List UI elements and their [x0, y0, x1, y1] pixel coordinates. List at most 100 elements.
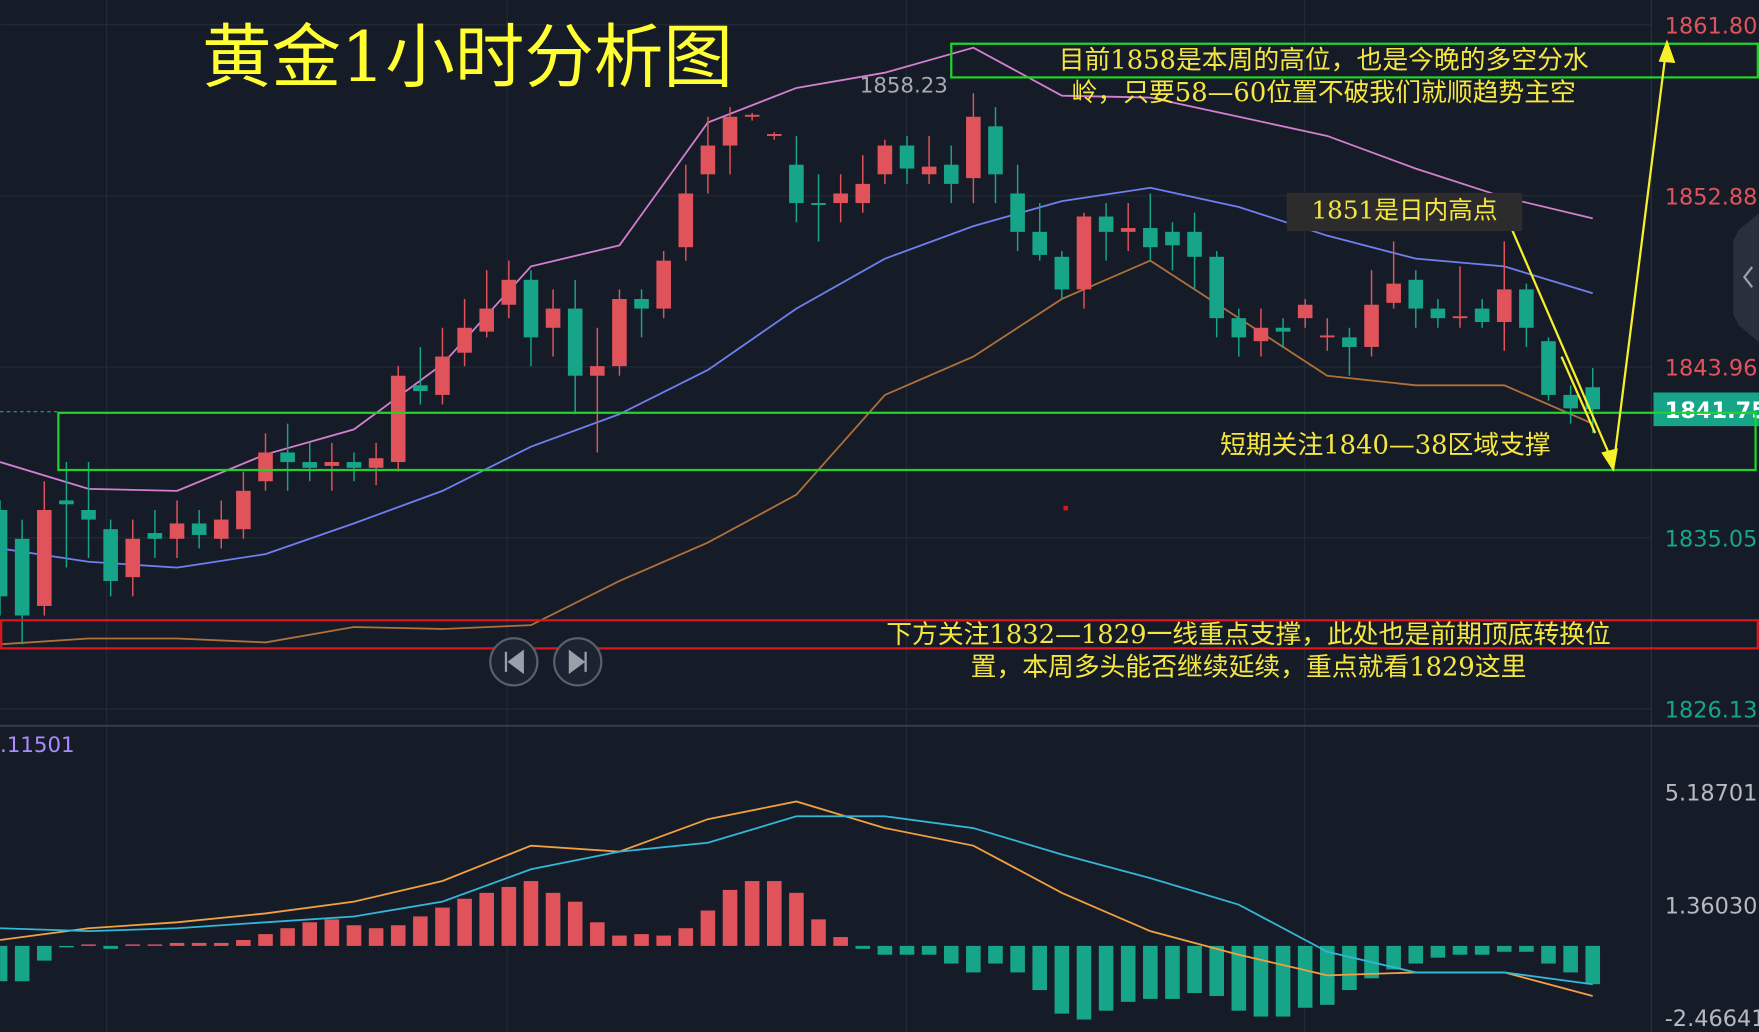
candle-body — [789, 164, 804, 204]
note-line: 置，本周多头能否继续延续，重点就看1829这里 — [971, 653, 1527, 683]
candle-body — [1364, 304, 1379, 347]
histogram-bar — [37, 945, 52, 961]
histogram-bar — [191, 942, 207, 946]
side-panel-toggle[interactable] — [1733, 213, 1759, 343]
y2-tick-label: -2.46641 — [1665, 1006, 1759, 1032]
histogram-bar — [1563, 945, 1578, 973]
candle-body — [1342, 337, 1357, 347]
histogram-bar — [1209, 945, 1224, 996]
candle-body — [191, 523, 207, 535]
histogram-bar — [590, 922, 605, 946]
note-line: 目前1858是本周的高位，也是今晚的多空分水 — [1059, 46, 1589, 76]
candle-body — [567, 308, 583, 376]
histogram-bar — [501, 886, 517, 946]
candle-body — [1253, 327, 1269, 342]
candle-body — [1519, 289, 1534, 328]
histogram-bar — [457, 898, 472, 946]
arrow-line — [1511, 229, 1615, 464]
histogram-bar — [634, 934, 649, 946]
histogram-bar — [722, 889, 738, 946]
indicator-line — [0, 186, 1593, 569]
candle-body — [213, 519, 229, 539]
candle-body — [523, 279, 539, 338]
candle-body — [1563, 394, 1578, 409]
candle-body — [1165, 231, 1180, 246]
candle-body — [1408, 279, 1424, 309]
candle-body — [1231, 318, 1247, 338]
histogram-bar — [1452, 945, 1468, 955]
note: 1851是日内高点 — [1311, 196, 1497, 225]
histogram-bar — [523, 881, 539, 946]
y-tick-label: 1852.88 — [1665, 185, 1758, 211]
candle-body — [368, 458, 384, 468]
label-box — [1286, 192, 1523, 232]
candle-body — [1076, 216, 1092, 290]
histogram-bar — [346, 925, 362, 946]
histogram-bar — [59, 945, 74, 948]
candle-body — [1297, 304, 1313, 319]
note-line: 岭，只要58—60位置不破我们就顺趋势主空 — [1072, 78, 1576, 108]
candle-body — [811, 203, 826, 205]
histogram-bar — [1408, 945, 1424, 964]
indicator-line — [0, 259, 1594, 646]
y-tick-label: 1835.05 — [1665, 527, 1758, 553]
indicator-line — [0, 815, 1593, 986]
marker-dot — [1063, 505, 1068, 511]
candle-body — [1010, 193, 1025, 232]
last-price-label: 1841.75 — [1665, 398, 1759, 424]
candle-body — [1209, 256, 1224, 319]
candle-body — [169, 523, 185, 539]
candle-body — [413, 385, 428, 392]
histogram-bar — [258, 934, 273, 946]
candle-body — [1320, 335, 1335, 338]
candle-body — [390, 375, 406, 463]
histogram-bar — [1297, 945, 1313, 1008]
candle-body — [346, 462, 362, 468]
y2-tick-label: 5.18701 — [1665, 781, 1758, 807]
arrows — [1511, 39, 1676, 472]
histogram-bar — [855, 945, 871, 949]
candle-body — [700, 145, 716, 175]
histogram-bar — [1032, 945, 1048, 991]
histogram-bar — [103, 945, 118, 949]
histogram-bar — [943, 945, 959, 964]
replay-prev[interactable] — [489, 637, 539, 687]
histogram-bar — [1231, 945, 1247, 1011]
chart-title: 黄金1小时分析图 — [202, 17, 733, 98]
candle-body — [280, 452, 295, 463]
candle-body — [766, 134, 782, 136]
histogram-bar — [1519, 945, 1534, 952]
high-label: 1858.23 — [860, 73, 948, 98]
arrow-head — [1658, 39, 1676, 63]
histogram-bar — [1165, 945, 1180, 999]
button-icon — [504, 649, 524, 675]
y-tick-label: 1861.80 — [1665, 13, 1758, 39]
candle-body — [479, 308, 495, 332]
histogram-bar — [81, 944, 96, 946]
plot — [0, 46, 1601, 1020]
note-line: 下方关注1832—1829一线重点支撑，此处也是前期顶底转换位 — [886, 620, 1611, 650]
candle-body — [457, 327, 472, 353]
candle-body — [0, 510, 8, 597]
histogram-bar — [744, 881, 760, 946]
candle-body — [1386, 283, 1401, 303]
arrow-line — [1560, 356, 1597, 434]
candle-body — [943, 164, 959, 184]
candle-body — [103, 529, 118, 581]
candle-body — [258, 452, 273, 482]
candle-body — [1054, 256, 1070, 290]
candle-body — [324, 462, 340, 466]
note: 短期关注1840—38区域支撑 — [1220, 430, 1551, 460]
histogram-bar — [678, 928, 694, 946]
histogram-bar — [435, 907, 450, 946]
candle-body — [833, 193, 848, 204]
histogram-bar — [1143, 945, 1158, 999]
candle-body — [1275, 327, 1291, 332]
histogram-bar — [921, 945, 937, 955]
candle-body — [14, 538, 30, 616]
histogram-bar — [545, 892, 561, 946]
replay-next[interactable] — [553, 637, 603, 687]
histogram-bar — [1054, 945, 1070, 1014]
candle-body — [877, 145, 893, 175]
